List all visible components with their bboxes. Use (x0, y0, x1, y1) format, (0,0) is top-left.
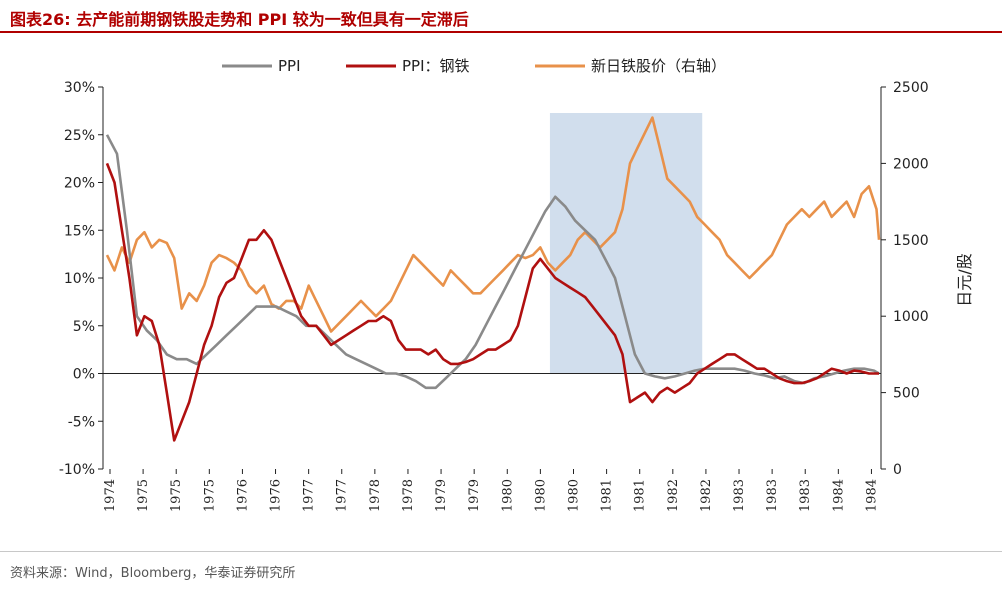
axes (102, 87, 882, 469)
right-tick-label: 0 (893, 462, 902, 478)
left-tick-label: 5% (73, 319, 95, 335)
x-tick-label: 1976 (235, 479, 250, 512)
x-tick-label: 1975 (169, 479, 184, 512)
x-tick-label: 1980 (533, 479, 548, 512)
x-tick-label: 1982 (666, 479, 681, 512)
x-tick-label: 1979 (434, 479, 449, 512)
left-tick-label: -10% (59, 462, 95, 478)
left-tick-label: 25% (64, 128, 95, 144)
shaded-region (549, 113, 703, 373)
x-axis-ticks: 1974 1975 1975 1975 1976 1976 1977 1977 1978 1978… (103, 469, 879, 512)
right-tick-label: 2000 (893, 156, 929, 172)
left-tick-label: 15% (64, 223, 95, 239)
x-tick-label: 1974 (103, 479, 118, 512)
x-tick-label: 1984 (864, 479, 879, 512)
series-line-1 (105, 162, 879, 442)
left-tick-label: -5% (68, 414, 95, 430)
left-tick-label: 0% (73, 367, 95, 383)
legend-label-2: 新日铁股价（右轴） (591, 57, 726, 75)
x-tick-label: 1977 (335, 479, 350, 512)
x-tick-label: 1983 (798, 479, 813, 512)
left-tick-label: 30% (64, 80, 95, 96)
right-tick-label: 1000 (893, 309, 929, 325)
right-axis-title: 日元/股 (955, 253, 974, 306)
x-tick-label: 1975 (136, 479, 151, 512)
x-tick-label: 1975 (202, 479, 217, 512)
chart-title: 图表26: 去产能前期钢铁股走势和 PPI 较为一致但具有一定滞后 (10, 10, 469, 29)
left-axis-ticks: 30% 25% 20% 15% 10% 5% 0% -5% -10% (59, 80, 103, 478)
series-line-0 (105, 134, 880, 390)
legend-label-1: PPI：钢铁 (402, 57, 470, 75)
chart: 30% 25% 20% 15% 10% 5% 0% -5% -10% 2500 2000 1500 1… (59, 57, 974, 512)
legend-label-0: PPI (278, 57, 301, 75)
right-tick-label: 500 (893, 386, 920, 402)
series-line-2 (105, 116, 881, 333)
title-underline (0, 31, 1002, 33)
legend: PPI PPI：钢铁 新日铁股价（右轴） (222, 57, 726, 75)
source-divider (0, 551, 1002, 552)
right-tick-label: 2500 (893, 80, 929, 96)
x-tick-label: 1977 (302, 479, 317, 512)
x-tick-label: 1981 (600, 479, 615, 512)
source-note: 资料来源：Wind，Bloomberg，华泰证券研究所 (10, 566, 296, 581)
x-tick-label: 1982 (699, 479, 714, 512)
right-tick-label: 1500 (893, 233, 929, 249)
x-tick-label: 1978 (368, 479, 383, 512)
x-tick-label: 1980 (500, 479, 515, 512)
left-tick-label: 20% (64, 176, 95, 192)
right-axis-ticks: 2500 2000 1500 1000 500 0 (881, 80, 929, 478)
x-tick-label: 1976 (269, 479, 284, 512)
x-tick-label: 1981 (633, 479, 648, 512)
x-tick-label: 1978 (401, 479, 416, 512)
x-tick-label: 1979 (467, 479, 482, 512)
x-tick-label: 1983 (732, 479, 747, 512)
x-tick-label: 1980 (566, 479, 581, 512)
x-tick-label: 1983 (765, 479, 780, 512)
left-tick-label: 10% (64, 271, 95, 287)
x-tick-label: 1984 (831, 479, 846, 512)
series-lines (105, 116, 881, 442)
